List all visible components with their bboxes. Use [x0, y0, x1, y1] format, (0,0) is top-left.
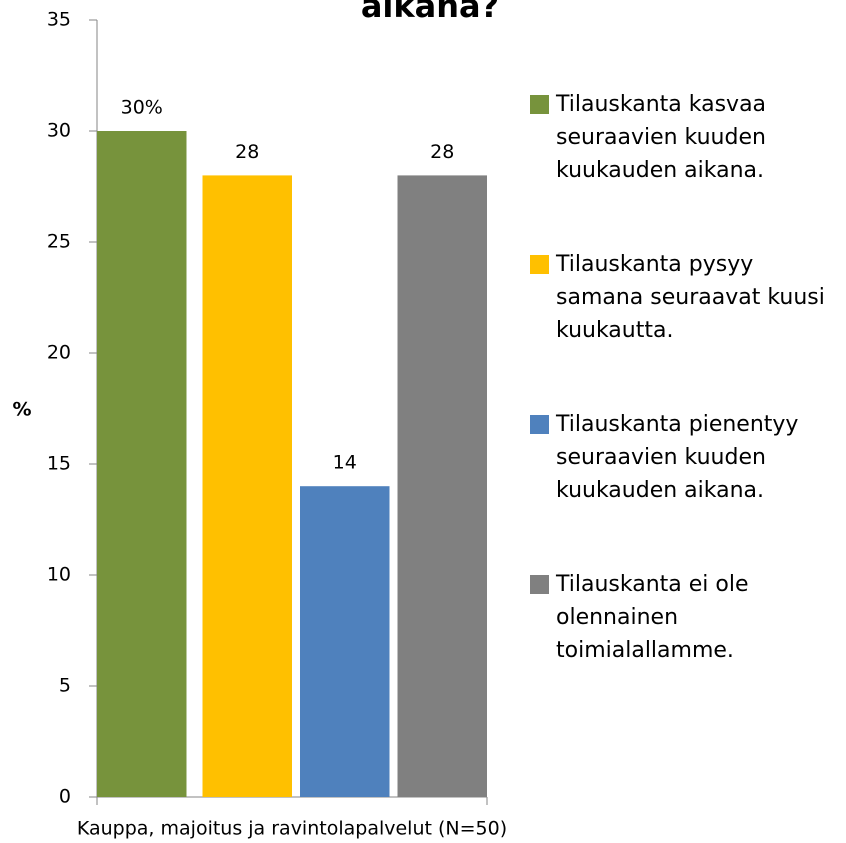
legend-swatch [530, 255, 549, 274]
y-tick-label: 5 [59, 675, 71, 697]
y-tick-label: 25 [47, 231, 71, 253]
y-tick-label: 0 [59, 786, 71, 808]
legend-item: Tilauskanta pysyy samana seuraavat kuusi… [530, 248, 830, 408]
legend-item: Tilauskanta kasvaa seuraavien kuuden kuu… [530, 88, 830, 248]
y-tick-label: 30 [47, 120, 71, 142]
y-tick-label: 35 [47, 9, 71, 31]
data-label: 14 [333, 452, 357, 474]
bar [300, 486, 390, 797]
bar [397, 175, 487, 797]
y-tick-label: 20 [47, 342, 71, 364]
legend-label: Tilauskanta ei ole olennainen toimialall… [556, 572, 749, 663]
y-tick-label: 15 [47, 453, 71, 475]
legend-item: Tilauskanta ei ole olennainen toimialall… [530, 568, 830, 728]
chart-title: aikana? [361, 0, 499, 25]
legend-label: Tilauskanta pienentyy seuraavien kuuden … [556, 412, 799, 503]
data-label: 30% [121, 97, 163, 119]
legend-swatch [530, 415, 549, 434]
legend-swatch [530, 95, 549, 114]
y-tick-label: 10 [47, 564, 71, 586]
legend-swatch [530, 575, 549, 594]
x-tick-label: Kauppa, majoitus ja ravintolapalvelut (N… [77, 818, 507, 840]
bar [202, 175, 292, 797]
data-label: 28 [430, 141, 454, 163]
y-axis-label: % [12, 399, 31, 421]
data-label: 28 [235, 141, 259, 163]
legend-label: Tilauskanta kasvaa seuraavien kuuden kuu… [556, 92, 767, 183]
legend-label: Tilauskanta pysyy samana seuraavat kuusi… [556, 252, 825, 343]
legend: Tilauskanta kasvaa seuraavien kuuden kuu… [530, 88, 830, 728]
legend-item: Tilauskanta pienentyy seuraavien kuuden … [530, 408, 830, 568]
bar [97, 131, 187, 797]
